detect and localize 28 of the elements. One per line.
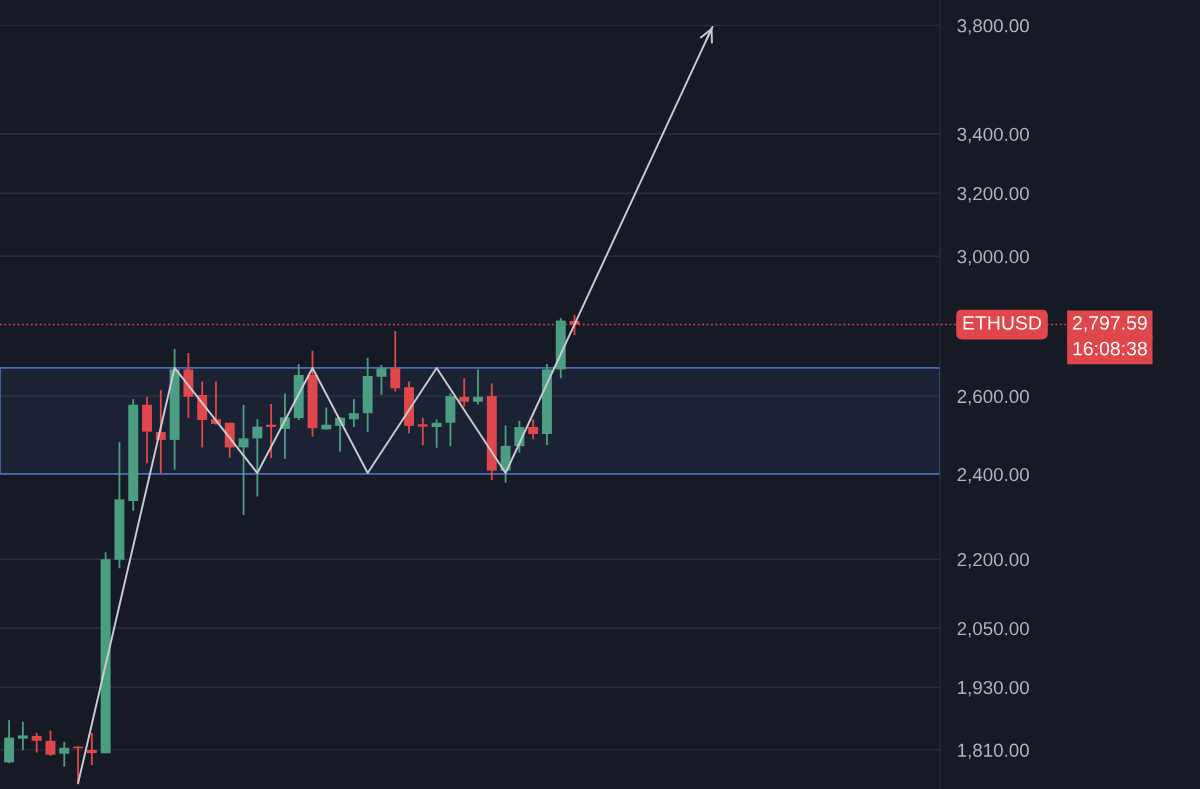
y-tick-label: 3,200.00	[957, 186, 1029, 203]
y-tick-label: 1,810.00	[958, 743, 1029, 760]
candlestick	[238, 403, 249, 516]
candlestick	[86, 731, 97, 767]
y-tick-label: 3,800.00	[957, 19, 1029, 35]
candlestick	[528, 418, 539, 441]
candlestick	[31, 731, 42, 754]
candlestick	[348, 398, 359, 428]
candlestick	[390, 330, 401, 393]
candlestick	[45, 729, 56, 757]
y-tick-label: 1,930.00	[958, 680, 1029, 697]
candlestick	[376, 364, 387, 396]
ref-line-label: 2,797.59	[1072, 315, 1147, 333]
y-tick-label: 2,400.00	[957, 467, 1029, 484]
candlestick	[59, 740, 70, 768]
candlestick	[252, 418, 263, 498]
y-tick-label: 2,050.00	[957, 621, 1029, 638]
text: 16:08:38	[1073, 341, 1147, 356]
candlestick	[17, 720, 28, 751]
y-tick-label: 3,400.00	[957, 127, 1029, 144]
candlestick	[431, 418, 442, 449]
y-tick-label: 2,200.00	[957, 552, 1029, 569]
y-tick-label: 2,600.00	[957, 389, 1029, 406]
text: ETHUSD	[963, 315, 1042, 330]
y-tick-label: 3,000.00	[957, 250, 1029, 266]
candlestick	[473, 368, 483, 406]
candlestick	[417, 416, 428, 447]
candlestick	[459, 377, 470, 408]
